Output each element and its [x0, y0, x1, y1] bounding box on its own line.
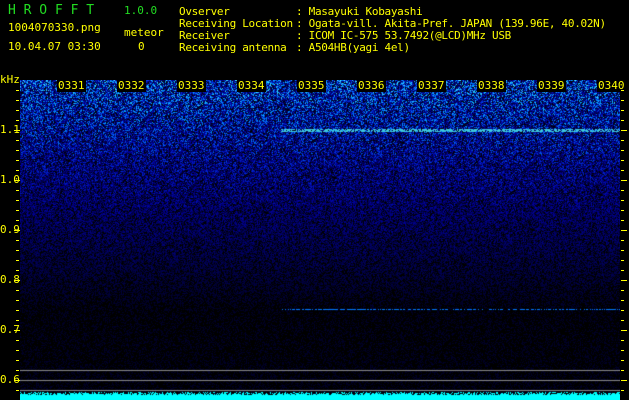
axis-tick	[621, 170, 624, 171]
freq-label: 0.6	[0, 373, 20, 386]
axis-tick	[16, 300, 19, 301]
axis-tick	[621, 380, 627, 381]
info-value: : Ogata-vill. Akita-Pref. JAPAN (139.96E…	[296, 17, 606, 30]
axis-tick	[16, 320, 19, 321]
axis-tick	[16, 220, 19, 221]
unit-label: kHz	[0, 73, 20, 86]
axis-tick	[16, 260, 19, 261]
app-version: 1.0.0	[124, 4, 158, 17]
axis-tick	[16, 290, 19, 291]
axis-tick	[621, 270, 624, 271]
freq-label: 1.1	[0, 123, 20, 136]
meteor-label: meteor	[124, 26, 164, 39]
axis-tick	[621, 110, 624, 111]
time-label: 0334	[237, 79, 266, 92]
axis-tick	[621, 190, 624, 191]
info-value: : ICOM IC-575 53.7492(@LCD)MHz USB	[296, 29, 511, 42]
axis-tick	[621, 160, 624, 161]
axis-tick	[621, 140, 624, 141]
axis-tick	[16, 270, 19, 271]
axis-tick	[621, 340, 624, 341]
time-label: 0336	[357, 79, 386, 92]
axis-tick	[16, 150, 19, 151]
axis-tick	[16, 210, 19, 211]
axis-tick	[14, 130, 20, 131]
axis-tick	[16, 200, 19, 201]
info-value: : Masayuki Kobayashi	[296, 5, 423, 18]
time-label: 0337	[417, 79, 446, 92]
axis-tick	[621, 250, 624, 251]
info-value: : A504HB(yagi 4el)	[296, 41, 410, 54]
axis-tick	[621, 350, 624, 351]
axis-tick	[16, 100, 19, 101]
time-label: 0338	[477, 79, 506, 92]
axis-tick	[16, 110, 19, 111]
axis-tick	[621, 290, 624, 291]
freq-label: 0.9	[0, 223, 20, 236]
app-title: H R O F F T	[8, 4, 94, 17]
time-label: 0339	[537, 79, 566, 92]
axis-tick	[621, 220, 624, 221]
axis-tick	[621, 370, 624, 371]
time-label: 0335	[297, 79, 326, 92]
axis-tick	[621, 100, 624, 101]
axis-tick	[16, 90, 19, 91]
axis-tick	[621, 180, 627, 181]
axis-tick	[14, 380, 20, 381]
axis-tick	[16, 370, 19, 371]
axis-tick	[621, 90, 624, 91]
datetime: 10.04.07 03:30	[8, 40, 101, 53]
time-label: 0331	[57, 79, 86, 92]
axis-tick	[14, 280, 20, 281]
app-name: H R O F F T	[8, 3, 95, 18]
axis-tick	[16, 310, 19, 311]
axis-tick	[621, 300, 624, 301]
time-label: 0332	[117, 79, 146, 92]
axis-tick	[16, 140, 19, 141]
axis-tick	[621, 320, 624, 321]
axis-tick	[14, 230, 20, 231]
freq-label: 0.7	[0, 323, 20, 336]
axis-tick	[621, 330, 627, 331]
axis-tick	[16, 340, 19, 341]
axis-tick	[621, 390, 624, 391]
filename: 1004070330.png	[8, 21, 101, 34]
time-label: 0340	[597, 79, 626, 92]
axis-tick	[16, 390, 19, 391]
axis-tick	[16, 190, 19, 191]
axis-tick	[16, 160, 19, 161]
info-label: Receiving Location	[179, 17, 293, 30]
meteor-count: 0	[138, 40, 145, 53]
freq-label: 0.8	[0, 273, 20, 286]
axis-tick	[16, 350, 19, 351]
axis-tick	[621, 360, 624, 361]
axis-tick	[621, 200, 624, 201]
axis-tick	[14, 330, 20, 331]
axis-tick	[16, 250, 19, 251]
time-label: 0333	[177, 79, 206, 92]
axis-tick	[621, 310, 624, 311]
info-label: Receiver	[179, 29, 230, 42]
axis-tick	[621, 120, 624, 121]
info-label: Receiving antenna	[179, 41, 287, 54]
axis-tick	[16, 240, 19, 241]
info-label: Ovserver	[179, 5, 230, 18]
axis-tick	[621, 240, 624, 241]
axis-tick	[621, 150, 624, 151]
axis-tick	[16, 120, 19, 121]
axis-tick	[16, 360, 19, 361]
axis-tick	[621, 260, 624, 261]
freq-label: 1.0	[0, 173, 20, 186]
axis-tick	[14, 180, 20, 181]
axis-tick	[621, 280, 627, 281]
axis-tick	[621, 230, 627, 231]
axis-tick	[16, 170, 19, 171]
axis-tick	[621, 130, 627, 131]
axis-tick	[621, 210, 624, 211]
spectrogram	[20, 80, 620, 400]
